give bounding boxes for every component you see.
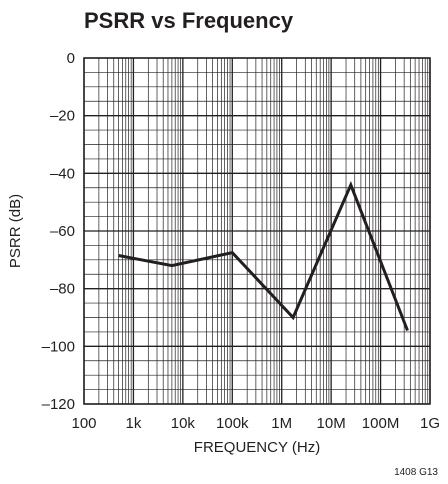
x-tick-labels: 100 1k 10k 100k 1M 10M 100M 1G	[71, 415, 440, 432]
y-axis-label: PSRR (dB)	[7, 194, 24, 268]
y-tick-label: –60	[50, 223, 75, 240]
chart-title: PSRR vs Frequency	[84, 8, 294, 33]
y-tick-label: 0	[67, 50, 75, 67]
figure-id: 1408 G13	[394, 467, 438, 478]
x-tick-label: 1G	[420, 415, 440, 432]
x-tick-label: 10M	[317, 415, 346, 432]
series-line	[118, 180, 409, 332]
x-tick-label: 1M	[271, 415, 292, 432]
y-tick-label: –40	[50, 165, 75, 182]
y-tick-labels: 0 –20 –40 –60 –80 –100 –120	[42, 50, 75, 413]
y-tick-label: –80	[50, 281, 75, 298]
x-tick-label: 10k	[171, 415, 196, 432]
x-tick-label: 100k	[216, 415, 249, 432]
x-axis-label: FREQUENCY (Hz)	[194, 439, 320, 456]
grid	[83, 57, 431, 405]
y-tick-label: –20	[50, 108, 75, 125]
y-tick-label: –120	[42, 396, 75, 413]
y-tick-label: –100	[42, 338, 75, 355]
plot-frame	[83, 57, 431, 405]
x-tick-label: 1k	[126, 415, 142, 432]
x-tick-label: 100	[71, 415, 96, 432]
x-tick-label: 100M	[362, 415, 400, 432]
series-layer	[118, 180, 409, 332]
